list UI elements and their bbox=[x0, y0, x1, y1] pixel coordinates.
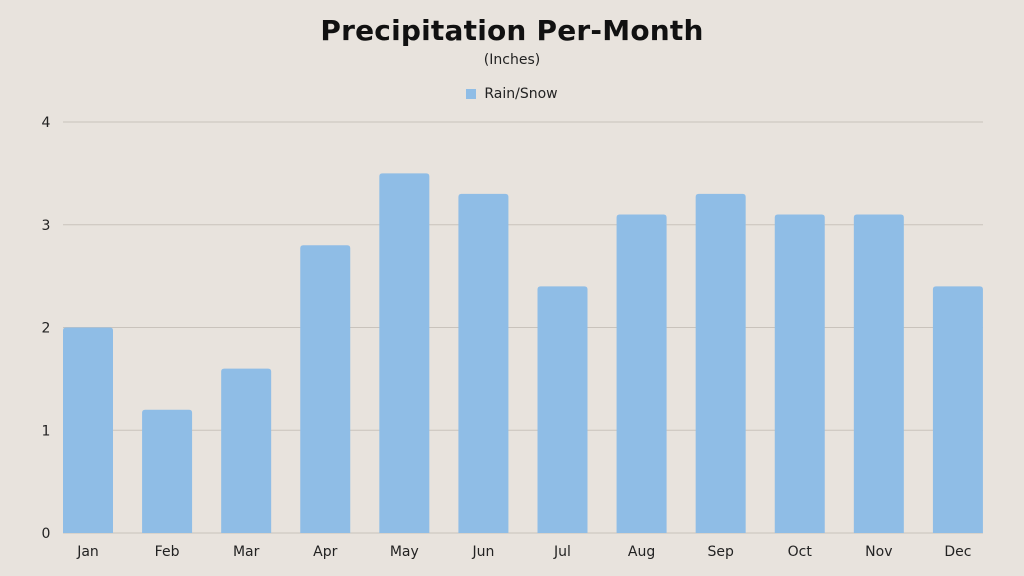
x-tick-label-apr: Apr bbox=[313, 544, 337, 560]
bar-aug bbox=[616, 214, 667, 533]
bar-jul bbox=[537, 286, 588, 533]
x-tick-label-aug: Aug bbox=[628, 544, 655, 560]
x-tick-label-feb: Feb bbox=[155, 544, 180, 560]
chart-title: Precipitation Per-Month bbox=[320, 14, 704, 47]
bar-jan bbox=[63, 327, 113, 533]
bar-dec bbox=[932, 286, 983, 533]
bar-sep bbox=[695, 193, 746, 534]
bar-may bbox=[379, 173, 430, 533]
bar-oct bbox=[774, 214, 825, 533]
x-tick-label-dec: Dec bbox=[944, 544, 971, 560]
x-tick-label-jan: Jan bbox=[76, 544, 99, 560]
chart-subtitle: (Inches) bbox=[483, 52, 541, 68]
bar-nov bbox=[853, 214, 904, 533]
bar-feb bbox=[142, 409, 193, 533]
bars bbox=[63, 173, 983, 534]
legend: Rain/Snow bbox=[0, 86, 1024, 102]
legend-swatch bbox=[466, 89, 477, 99]
x-tick-label-oct: Oct bbox=[788, 544, 813, 560]
bar-jun bbox=[458, 193, 509, 534]
gridlines bbox=[63, 121, 983, 534]
y-tick-label: 0 bbox=[42, 526, 51, 542]
y-tick-label: 4 bbox=[42, 115, 51, 131]
bar-apr bbox=[300, 245, 351, 534]
y-tick-label: 1 bbox=[42, 423, 51, 439]
x-tick-label-jul: Jul bbox=[553, 544, 571, 560]
x-axis-ticks: Jan Feb Mar Apr May Jun Jul Aug Sep Oct Nov Dec bbox=[76, 544, 971, 560]
y-tick-label: 3 bbox=[42, 218, 51, 234]
x-tick-label-nov: Nov bbox=[865, 544, 892, 560]
y-tick-label: 2 bbox=[42, 321, 51, 337]
x-tick-label-jun: Jun bbox=[471, 544, 494, 560]
legend-label: Rain/Snow bbox=[484, 86, 558, 102]
x-tick-label-may: May bbox=[390, 544, 419, 560]
bar-mar bbox=[221, 368, 272, 533]
x-tick-label-sep: Sep bbox=[707, 544, 734, 560]
x-tick-label-mar: Mar bbox=[233, 544, 260, 560]
y-axis-ticks: 0 1 2 3 4 bbox=[42, 115, 51, 542]
